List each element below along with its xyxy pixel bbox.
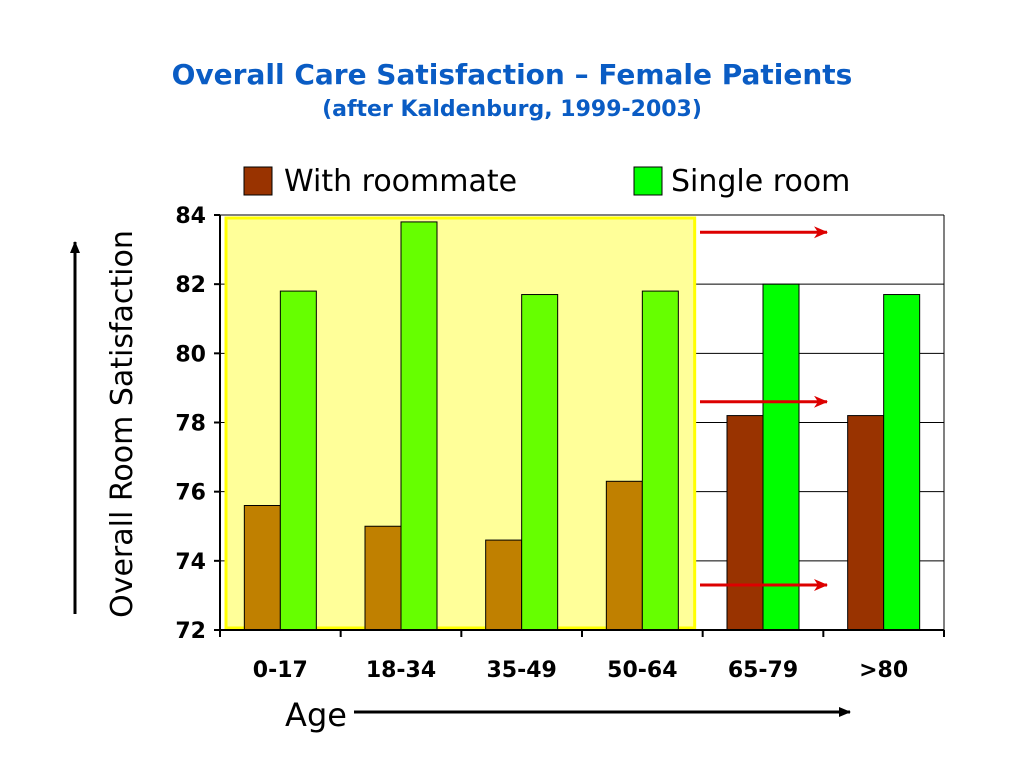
x-tick-label: 35-49	[486, 658, 556, 683]
legend-label: Single room	[671, 164, 850, 199]
bars	[243, 221, 921, 631]
bar-with-roommate	[847, 415, 885, 631]
bar-single-room	[762, 283, 800, 631]
x-tick-label: 0-17	[253, 658, 308, 683]
y-ticks: 72 74 76 78 80 82 84	[175, 204, 220, 644]
bar-with-roommate	[364, 525, 402, 631]
y-tick-label: 82	[175, 273, 206, 298]
title-block: Overall Care Satisfaction – Female Patie…	[0, 58, 1024, 122]
y-tick-label: 80	[175, 342, 206, 367]
bar-with-roommate	[726, 415, 764, 631]
bar-single-room	[641, 290, 679, 631]
x-tick-label: 18-34	[366, 658, 436, 683]
x-axis-label: Age	[285, 696, 347, 734]
y-tick-label: 72	[175, 619, 206, 644]
x-ticks: 0-17 18-34 35-49 50-64 65-79 >80	[253, 658, 908, 683]
legend-swatch	[243, 166, 273, 196]
y-tick-label: 74	[175, 550, 206, 575]
legend-swatch	[633, 166, 663, 196]
annotation-arrows	[700, 226, 828, 592]
x-tick-label: >80	[859, 658, 908, 683]
bar-single-room	[521, 294, 559, 631]
bar-with-roommate	[605, 480, 643, 631]
legend-label: With roommate	[284, 164, 517, 199]
legend: With roommate Single room	[243, 164, 850, 199]
x-tick-label: 65-79	[728, 658, 798, 683]
chart-title: Overall Care Satisfaction – Female Patie…	[171, 58, 853, 91]
x-tick-label: 50-64	[607, 658, 677, 683]
bar-single-room	[400, 221, 438, 631]
bar-single-room	[883, 294, 921, 631]
bar-with-roommate	[485, 539, 523, 631]
y-tick-label: 78	[175, 412, 206, 437]
chart-subtitle: (after Kaldenburg, 1999-2003)	[322, 97, 702, 122]
y-axis-label: Overall Room Satisfaction	[105, 230, 140, 618]
bar-single-room	[279, 290, 317, 631]
y-tick-label: 84	[175, 204, 206, 229]
y-tick-label: 76	[175, 481, 206, 506]
bar-with-roommate	[243, 505, 281, 631]
